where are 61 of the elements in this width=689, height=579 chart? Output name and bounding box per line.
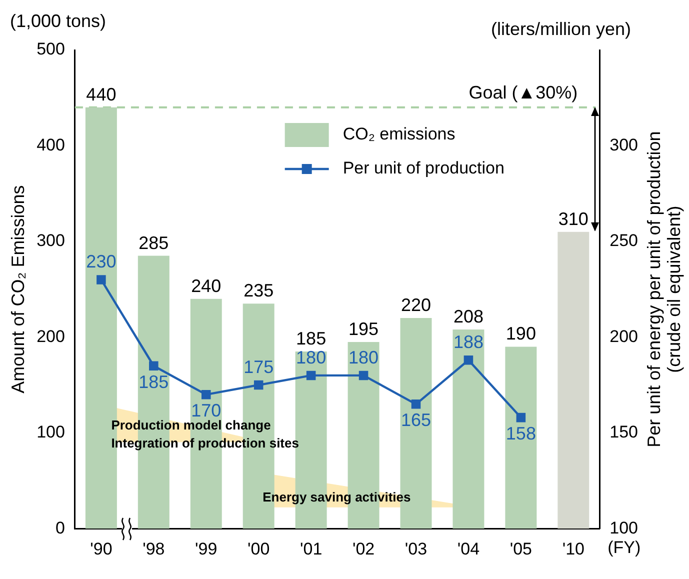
data-label: 185: [296, 328, 326, 348]
point: [464, 356, 474, 365]
data-label: 165: [400, 410, 432, 430]
x-tick-label: '98: [142, 539, 165, 558]
data-label: 285: [138, 232, 169, 253]
x-tick-label: '10: [562, 539, 584, 558]
legend-label: CO₂ emissions: [342, 124, 456, 144]
x-tick-label: '00: [248, 539, 270, 558]
y-tick-label: 200: [36, 326, 65, 346]
x-tick-label: '03: [404, 539, 428, 558]
point: [254, 380, 264, 390]
y-tick-label: 500: [36, 40, 65, 59]
data-label: 185: [138, 372, 169, 392]
y-tick-label: 0: [55, 518, 65, 538]
annotation: Energy saving activities: [262, 490, 411, 505]
legend-label: Per unit of production: [342, 158, 504, 178]
data-label: 175: [244, 356, 274, 377]
ref-line-label: Goal (▲30%): [468, 82, 578, 102]
point: [96, 275, 106, 284]
annotation: Integration of production sites: [111, 436, 299, 451]
y2-tick-label: 100: [610, 518, 638, 538]
point: [411, 400, 421, 409]
y-tick-label: 400: [36, 135, 65, 154]
x-tick-label: '04: [457, 539, 480, 558]
bar: [452, 330, 484, 529]
data-label: 240: [191, 276, 222, 296]
y2-axis-title: Per unit of energy per unit of production (crude oil equivalent): [644, 131, 684, 448]
y2-tick-label: 200: [610, 326, 638, 346]
y-tick-label: 100: [36, 422, 65, 442]
data-label: 208: [453, 306, 484, 326]
text: (1,000 tons): [10, 10, 106, 31]
point: [516, 412, 526, 422]
x-tick-label: '05: [510, 539, 532, 558]
data-label: 158: [506, 424, 536, 444]
x-tick-label: '02: [352, 539, 375, 558]
y-axis-title: Amount of CO₂ Emissions: [8, 185, 28, 394]
bar: [558, 232, 590, 529]
data-label: 180: [296, 347, 326, 368]
data-label: 220: [400, 294, 432, 315]
y2-tick-label: 250: [610, 231, 638, 250]
data-label: 180: [348, 347, 379, 368]
data-label: 188: [453, 332, 484, 352]
point: [306, 370, 316, 380]
point: [149, 361, 158, 371]
bar: [505, 346, 537, 529]
data-label: 310: [558, 208, 588, 229]
data-label: 195: [348, 318, 379, 339]
y2-tick-label: 150: [610, 422, 638, 442]
data-label: 190: [506, 324, 536, 344]
text: (liters/million yen): [490, 18, 631, 39]
x-tick-label: '90: [90, 539, 112, 558]
data-label: 235: [244, 280, 274, 301]
x-tick-label: '99: [195, 539, 218, 558]
data-label: 230: [86, 252, 116, 272]
y-tick-label: 300: [36, 231, 65, 250]
point: [201, 390, 211, 400]
data-label: 440: [86, 84, 116, 104]
point: [358, 370, 368, 380]
x-axis-title: (FY): [608, 538, 641, 557]
x-tick-label: '01: [300, 539, 322, 558]
y2-tick-label: 300: [610, 135, 638, 154]
